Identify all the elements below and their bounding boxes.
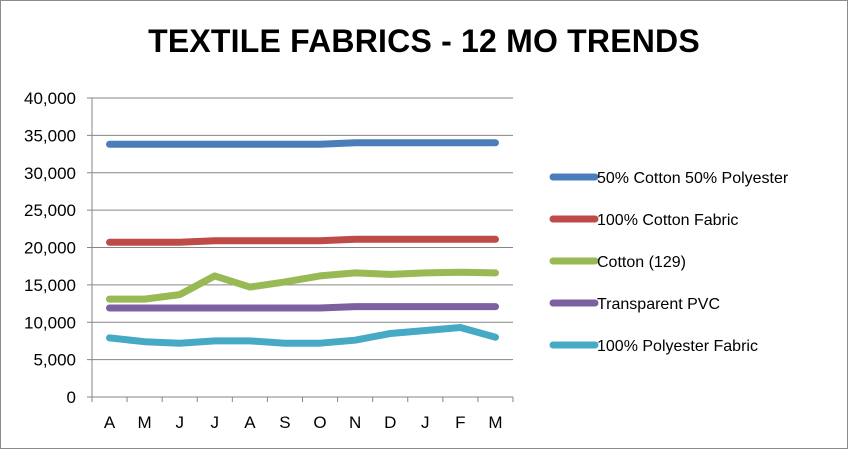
y-tick-label: 35,000: [24, 126, 76, 145]
legend-label: Transparent PVC: [597, 296, 720, 313]
x-tick-label: A: [244, 413, 256, 432]
x-tick-label: J: [211, 413, 220, 432]
x-tick-label: M: [488, 413, 502, 432]
y-tick-label: 5,000: [33, 351, 76, 370]
y-tick-labels: 0 5,000 10,000 15,000 20,000 25,000 30,000 35,0…: [24, 89, 76, 407]
series-line-5: [106, 324, 499, 347]
legend-label: Cotton (129): [597, 254, 686, 271]
legend-label: 100% Cotton Fabric: [597, 212, 738, 229]
legend-label: 100% Polyester Fabric: [597, 338, 758, 355]
x-tick-label: N: [349, 413, 361, 432]
x-tick-label: A: [104, 413, 116, 432]
series-line-4: [106, 303, 499, 312]
x-tick-label: D: [384, 413, 396, 432]
y-tick-label: 20,000: [24, 239, 76, 258]
series-lines: [106, 139, 499, 347]
y-tick-label: 40,000: [24, 89, 76, 108]
series-line-1: [106, 139, 499, 148]
series-line-2: [106, 235, 499, 246]
x-tick-label: S: [279, 413, 290, 432]
legend-label: 50% Cotton 50% Polyester: [597, 170, 789, 187]
chart-title: TEXTILE FABRICS - 12 MO TRENDS: [148, 23, 700, 59]
y-tick-label: 25,000: [24, 201, 76, 220]
legend: 50% Cotton 50% Polyester 100% Cotton Fabr…: [549, 170, 789, 355]
axes: [87, 97, 514, 402]
x-tick-label: J: [421, 413, 430, 432]
x-tick-label: F: [455, 413, 465, 432]
y-tick-label: 0: [67, 388, 76, 407]
x-tick-label: M: [138, 413, 152, 432]
y-tick-label: 15,000: [24, 276, 76, 295]
y-tick-label: 30,000: [24, 164, 76, 183]
gridlines: [92, 97, 513, 361]
x-tick-label: J: [175, 413, 184, 432]
x-tick-label: O: [313, 413, 326, 432]
y-tick-label: 10,000: [24, 313, 76, 332]
series-line-3: [106, 268, 499, 303]
